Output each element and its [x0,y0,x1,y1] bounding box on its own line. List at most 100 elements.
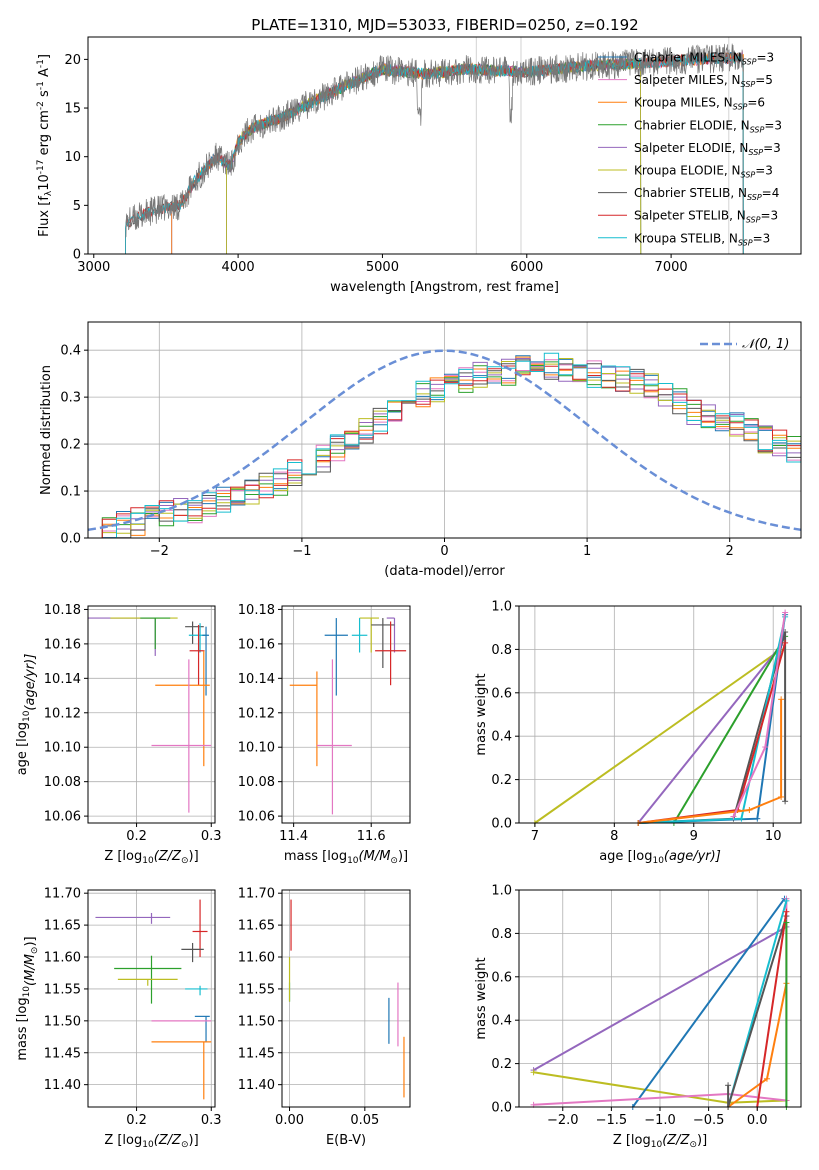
age_vs_mass-frame: 11.4 11.6 10.06 10.08 10.10 10.12 10.14 10.16 10… [238,603,411,844]
label-part: ⊙ [390,856,398,866]
y-tick-label: 10.14 [44,672,81,687]
label-part: (M/M [23,954,38,986]
y-tick-label: 0.1 [60,485,81,500]
label-part: 10 [22,710,32,722]
label-part: Kroupa STELIB, N [634,231,738,245]
legend-label: Chabrier ELODIE, NSSP=3 [634,118,782,134]
label-part: age [log [599,849,652,864]
label-part: (age/yr)] [664,849,721,864]
x-tick-label: 6000 [510,260,543,275]
label-part: 10 [37,174,52,191]
y-tick-label: 11.40 [44,1078,81,1093]
label-part: -2 [36,101,46,110]
label-part: (Z/Z [154,1133,182,1148]
y-tick-label: 0.0 [491,1101,512,1116]
age_vs_mass-axes [282,606,410,823]
mass_vs_ebv-frame: 0.00 0.05 11.40 11.45 11.50 11.55 11.60 11.65 11… [238,887,411,1128]
label-part: Flux [f [37,196,52,237]
y-tick-label: 10.18 [238,603,275,618]
model-spectrum-line [226,57,642,254]
label-part: 10 [347,856,359,866]
label-part: SSP [733,103,748,112]
label-part: ⊙ [689,1140,697,1150]
axes-frame [87,36,802,255]
label-part: )] [189,1133,199,1148]
legend-label: Salpeter MILES, NSSP=5 [634,73,773,89]
y-tick-label: 10.16 [238,637,275,652]
x-tick-label: 4000 [222,260,255,275]
label-part: )] [398,849,408,864]
label-part: SSP [746,216,761,225]
y-tick-label: 0.2 [491,773,512,788]
age_vs_Z-frame: 0.2 0.3 10.06 10.08 10.10 10.12 10.14 10.16 10.1… [44,603,222,844]
x-tick-label: 0.3 [201,829,222,844]
label-part: 10 [652,856,664,866]
label-part: Chabrier MILES, N [634,51,742,65]
mass_vs_Z-ylabel: mass [log10(M/M⊙)] [15,936,40,1060]
axes-frame [281,605,411,824]
weight-line [732,612,787,817]
y-tick-label: 0.4 [491,1014,512,1029]
label-part: ⊙ [30,947,40,955]
axes-frame [87,889,216,1108]
x-tick-label: 0.3 [201,1113,222,1128]
x-tick-label: 11.4 [279,829,308,844]
x-tick-label: 0.0 [747,1113,768,1128]
label-part: SSP [747,193,762,202]
label-part: (Z/Z [154,849,182,864]
label-part: A [37,68,52,81]
label-part: SSP [741,171,756,180]
mass_vs_ebv-axes [282,890,410,1107]
label-part: mass [log [15,997,30,1060]
histogram-step [88,358,801,538]
legend-label: Kroupa ELODIE, NSSP=3 [634,164,773,180]
y-tick-label: 10.12 [238,706,275,721]
weight_vs_age-frame: 7 8 9 10 0.0 0.2 0.4 0.6 0.8 1.0 [491,600,802,844]
mass_vs_ebv-xlabel: E(B-V) [326,1133,366,1148]
label-part: SSP [742,58,757,67]
weight-line [637,644,782,824]
label-part: =3 [756,51,774,65]
x-tick-label: 7000 [655,260,688,275]
x-tick-label: 1 [583,544,591,559]
y-tick-label: 11.45 [238,1046,275,1061]
y-tick-label: 10.10 [238,741,275,756]
x-tick-label: 7 [531,829,539,844]
x-tick-label: 5000 [366,260,399,275]
label-part: SSP [741,80,756,89]
y-tick-label: 10.08 [238,775,275,790]
label-part: 10 [22,986,32,998]
y-tick-label: 11.50 [238,1014,275,1029]
mass_vs_Z-xlabel: Z [log10(Z/Z⊙)] [104,1133,198,1150]
mass_vs_Z-axes [88,890,215,1107]
y-tick-label: 10.12 [44,706,81,721]
y-tick-label: 5 [73,199,81,214]
legend-label: Chabrier STELIB, NSSP=4 [634,186,779,202]
label-part: SSP [750,125,765,134]
y-tick-label: 1.0 [491,600,512,615]
label-part: 10 [142,1140,154,1150]
label-part: age [log [15,722,30,775]
histogram-step [88,358,801,538]
label-part: ⊙ [181,856,189,866]
y-tick-label: 11.45 [44,1046,81,1061]
y-tick-label: 11.40 [238,1078,275,1093]
legend-label: Salpeter STELIB, NSSP=3 [634,209,778,225]
x-tick-label: −2 [150,544,169,559]
weight-line [533,926,787,1071]
y-tick-label: 11.55 [238,982,275,997]
spectrum-ylabel: Flux [fλ10-17 erg cm-2 s-1 A-1] [36,54,54,237]
y-tick-label: 0.6 [491,970,512,985]
label-part: 10 [142,856,154,866]
x-tick-label: 0.2 [126,829,147,844]
label-part: Chabrier STELIB, N [634,186,747,200]
mass_vs_Z-frame: 0.2 0.3 11.40 11.45 11.50 11.55 11.60 11.65 11.7… [44,887,222,1128]
legend-label: Chabrier MILES, NSSP=3 [634,51,774,67]
y-tick-label: 0.8 [491,643,512,658]
label-part: -1 [36,81,46,90]
histogram-step [88,359,801,538]
model-spectrum-line [226,57,642,254]
label-part: (age/yr)] [23,654,38,711]
label-part: (M/M [359,849,391,864]
